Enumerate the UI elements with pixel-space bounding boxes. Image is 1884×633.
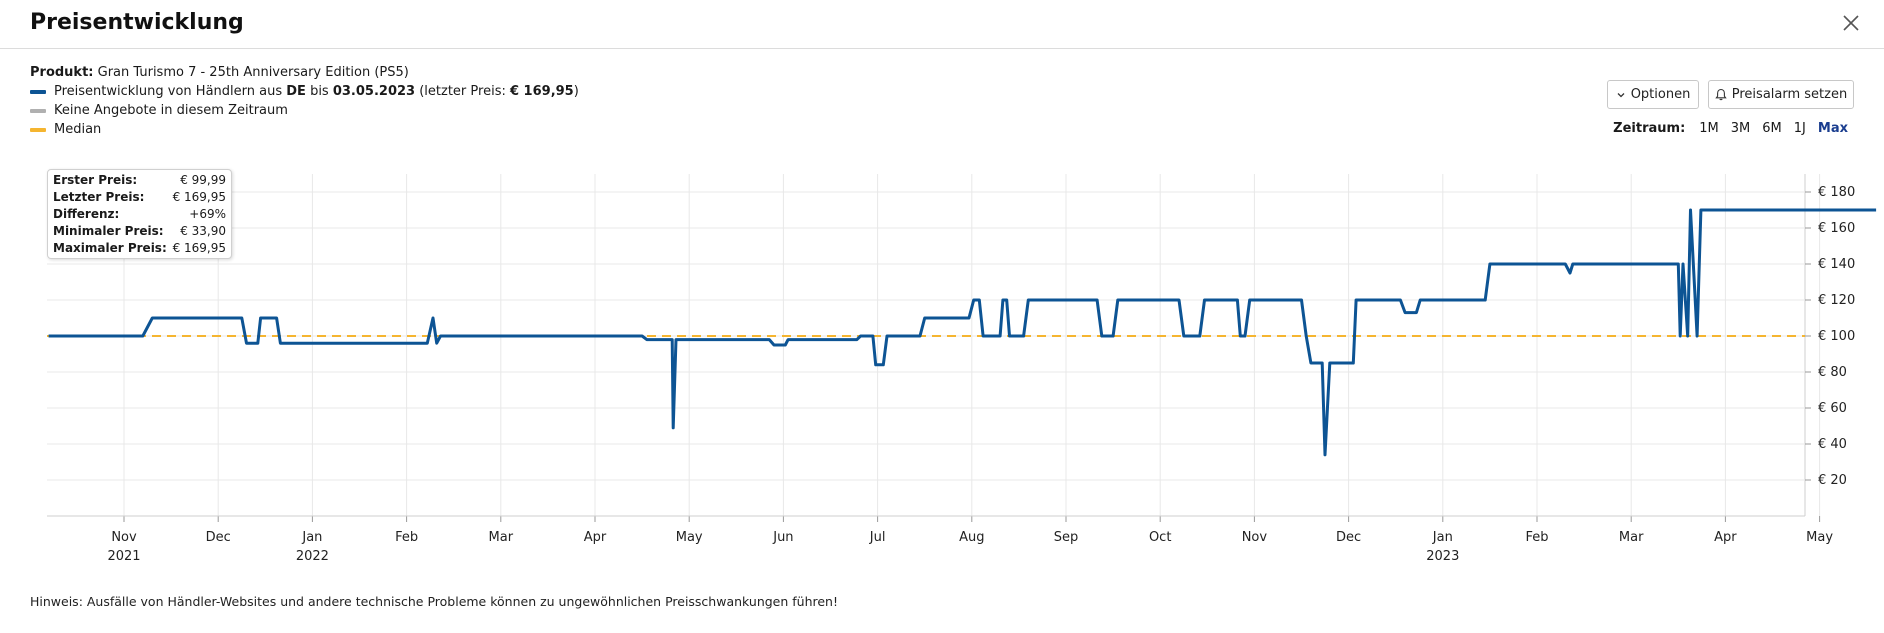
zeitraum-option-max[interactable]: Max: [1817, 121, 1848, 136]
median-swatch: [30, 127, 46, 132]
y-tick-label: € 160: [1818, 221, 1855, 236]
legend-median-label: Median: [54, 122, 102, 137]
zeitraum-option-6m[interactable]: 6M: [1762, 121, 1782, 136]
stat-label: Minimaler Preis:: [53, 224, 164, 238]
x-tick-label: Jun: [772, 530, 793, 545]
x-tick-label: Mar: [1619, 530, 1644, 545]
stat-value: € 99,99: [180, 173, 226, 187]
product-label: Produkt:: [30, 65, 94, 80]
x-tick-label: Feb: [395, 530, 418, 545]
y-tick-label: € 140: [1818, 257, 1855, 272]
legend-series-country: DE: [286, 84, 306, 99]
y-tick-label: € 180: [1818, 185, 1855, 200]
stats-tooltip: Erster Preis: € 99,99 Letzter Preis: € 169…: [47, 169, 232, 259]
price-chart[interactable]: € 20 € 40 € 60 € 80 € 100 € 120 € 140 € 160 € 18…: [0, 160, 1884, 580]
x-tick-label: May: [676, 530, 703, 545]
grid-vertical: [47, 174, 1821, 522]
stat-row-max-price: Maximaler Preis: € 169,95: [53, 240, 226, 257]
stat-row-difference: Differenz: +69%: [53, 206, 226, 223]
x-tick-label: Dec: [1336, 530, 1361, 545]
x-tick-label: May: [1806, 530, 1833, 545]
legend-item-median[interactable]: Median: [30, 120, 579, 139]
legend-item-series[interactable]: Preisentwicklung von Händlern aus DE bis…: [30, 82, 579, 101]
y-tick-label: € 20: [1818, 473, 1847, 488]
stat-row-first-price: Erster Preis: € 99,99: [53, 172, 226, 189]
grid-horizontal: [47, 191, 1811, 481]
x-tick-label: Nov: [1242, 530, 1268, 545]
series-swatch: [30, 89, 46, 94]
zeitraum-option-1j[interactable]: 1J: [1793, 121, 1806, 136]
legend-series-last-close: ): [573, 84, 579, 99]
x-tick-label: Apr: [584, 530, 607, 545]
zeitraum-option-1m[interactable]: 1M: [1699, 121, 1719, 136]
stat-row-last-price: Letzter Preis: € 169,95: [53, 189, 226, 206]
x-axis-labels: Nov 2021 Dec Jan 2022 Feb Mar Apr May Jun Jul Aug Se…: [107, 530, 1833, 564]
legend-series-prefix: Preisentwicklung von Händlern aus: [54, 84, 283, 99]
product-name: Gran Turismo 7 - 25th Anniversary Editio…: [97, 65, 409, 80]
stat-value: € 33,90: [180, 224, 226, 238]
options-button-label: Optionen: [1630, 87, 1691, 102]
y-tick-label: € 60: [1818, 401, 1847, 416]
bell-icon: [1715, 88, 1727, 101]
stat-label: Erster Preis:: [53, 173, 138, 187]
x-tick-label: Dec: [206, 530, 231, 545]
hint-note: Hinweis: Ausfälle von Händler-Websites u…: [30, 594, 838, 609]
x-tick-year: 2023: [1426, 549, 1459, 564]
price-series-line[interactable]: [48, 208, 1877, 457]
legend-series-last-open: (letzter Preis:: [419, 84, 506, 99]
stat-label: Maximaler Preis:: [53, 241, 167, 255]
y-axis-labels: € 20 € 40 € 60 € 80 € 100 € 120 € 140 € 160 € 18…: [1818, 185, 1855, 488]
x-tick-label: Feb: [1525, 530, 1548, 545]
legend-no-offers-label: Keine Angebote in diesem Zeitraum: [54, 103, 288, 118]
legend-series-date: 03.05.2023: [332, 84, 416, 99]
dialog-header: Preisentwicklung: [0, 0, 1884, 49]
y-tick-label: € 40: [1818, 437, 1847, 452]
y-tick-label: € 80: [1818, 365, 1847, 380]
stat-value: € 169,95: [172, 190, 226, 204]
x-tick-year: 2022: [296, 549, 329, 564]
stat-row-min-price: Minimaler Preis: € 33,90: [53, 223, 226, 240]
x-tick-label: Jan: [1432, 530, 1453, 545]
x-tick-label: Nov: [111, 530, 137, 545]
zeitraum-label: Zeitraum:: [1613, 121, 1686, 136]
x-tick-label: Oct: [1149, 530, 1171, 545]
close-icon[interactable]: [1840, 12, 1862, 34]
x-tick-label: Aug: [959, 530, 984, 545]
x-tick-label: Mar: [489, 530, 514, 545]
zeitraum-selector: Zeitraum: 1M 3M 6M 1J Max: [1613, 121, 1854, 136]
x-tick-year: 2021: [107, 549, 140, 564]
price-alarm-button[interactable]: Preisalarm setzen: [1708, 80, 1854, 109]
legend-item-no-offers[interactable]: Keine Angebote in diesem Zeitraum: [30, 101, 579, 120]
x-tick-label: Jan: [301, 530, 322, 545]
no-offers-swatch: [30, 108, 46, 113]
stat-value: € 169,95: [172, 241, 226, 255]
y-tick-label: € 100: [1818, 329, 1855, 344]
x-tick-label: Apr: [1714, 530, 1737, 545]
options-button[interactable]: Optionen: [1607, 80, 1699, 109]
product-line: Produkt: Gran Turismo 7 - 25th Anniversa…: [30, 63, 579, 82]
chevron-down-icon: [1617, 92, 1625, 97]
y-tick-label: € 120: [1818, 293, 1855, 308]
chart-info: Produkt: Gran Turismo 7 - 25th Anniversa…: [30, 63, 579, 139]
stat-value: +69%: [189, 207, 226, 221]
stat-label: Differenz:: [53, 207, 120, 221]
x-tick-label: Jul: [869, 530, 886, 545]
x-tick-label: Sep: [1054, 530, 1079, 545]
price-alarm-button-label: Preisalarm setzen: [1731, 87, 1848, 102]
legend-series-until: bis: [310, 84, 329, 99]
stat-label: Letzter Preis:: [53, 190, 145, 204]
zeitraum-option-3m[interactable]: 3M: [1730, 121, 1751, 136]
legend-series-last-price: € 169,95: [509, 84, 574, 99]
dialog-title: Preisentwicklung: [30, 10, 244, 35]
